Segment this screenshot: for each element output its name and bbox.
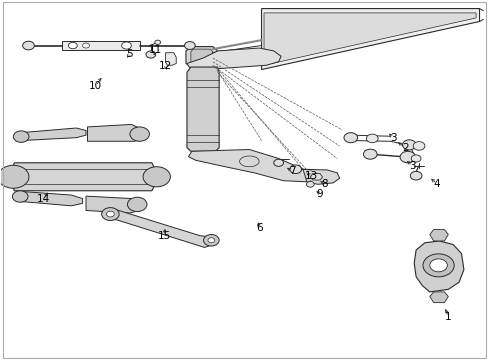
Text: 12: 12	[159, 61, 172, 71]
Text: 7: 7	[288, 166, 295, 176]
Text: 5: 5	[126, 49, 133, 59]
Polygon shape	[429, 292, 447, 303]
Polygon shape	[303, 169, 339, 184]
Polygon shape	[190, 49, 212, 64]
Circle shape	[343, 133, 357, 143]
Text: 8: 8	[321, 179, 327, 189]
Polygon shape	[186, 48, 281, 69]
Polygon shape	[185, 46, 217, 67]
Polygon shape	[186, 67, 219, 151]
Polygon shape	[165, 53, 176, 65]
Text: 3: 3	[389, 133, 396, 143]
Polygon shape	[188, 149, 311, 182]
Circle shape	[184, 41, 195, 49]
Polygon shape	[61, 41, 140, 50]
Text: 14: 14	[37, 194, 50, 204]
Circle shape	[363, 149, 376, 159]
Polygon shape	[429, 229, 447, 241]
Circle shape	[306, 181, 314, 187]
Circle shape	[273, 159, 283, 166]
Text: 1: 1	[444, 312, 451, 322]
Text: 2: 2	[401, 143, 408, 153]
Text: 10: 10	[89, 81, 102, 91]
Circle shape	[402, 140, 415, 150]
Text: 13: 13	[305, 171, 318, 181]
Circle shape	[203, 234, 219, 246]
Text: 15: 15	[157, 231, 170, 240]
Polygon shape	[261, 9, 479, 69]
Circle shape	[289, 165, 301, 174]
Circle shape	[0, 165, 29, 188]
Polygon shape	[104, 210, 215, 247]
Circle shape	[366, 134, 377, 143]
Circle shape	[410, 155, 420, 162]
Circle shape	[422, 254, 453, 277]
Circle shape	[155, 40, 160, 44]
Circle shape	[12, 191, 28, 202]
Polygon shape	[264, 13, 475, 65]
Circle shape	[127, 197, 147, 212]
Text: 11: 11	[149, 45, 162, 55]
Circle shape	[13, 131, 29, 142]
Text: 6: 6	[255, 224, 262, 233]
Text: 3: 3	[408, 161, 415, 171]
Polygon shape	[86, 196, 142, 213]
Circle shape	[207, 238, 214, 243]
Circle shape	[146, 51, 156, 58]
Circle shape	[122, 42, 131, 49]
Circle shape	[409, 171, 421, 180]
Circle shape	[82, 43, 89, 48]
Circle shape	[68, 42, 77, 49]
Text: 9: 9	[316, 189, 323, 199]
Text: 4: 4	[433, 179, 440, 189]
Polygon shape	[21, 192, 82, 206]
Circle shape	[106, 211, 114, 217]
Circle shape	[130, 127, 149, 141]
Polygon shape	[87, 125, 144, 141]
Circle shape	[399, 151, 415, 163]
Polygon shape	[8, 163, 159, 191]
Circle shape	[102, 208, 119, 221]
Polygon shape	[21, 128, 86, 140]
Circle shape	[412, 141, 424, 150]
Circle shape	[143, 167, 170, 187]
Polygon shape	[413, 241, 463, 292]
Circle shape	[22, 41, 34, 50]
Circle shape	[429, 259, 447, 272]
Polygon shape	[310, 174, 322, 180]
